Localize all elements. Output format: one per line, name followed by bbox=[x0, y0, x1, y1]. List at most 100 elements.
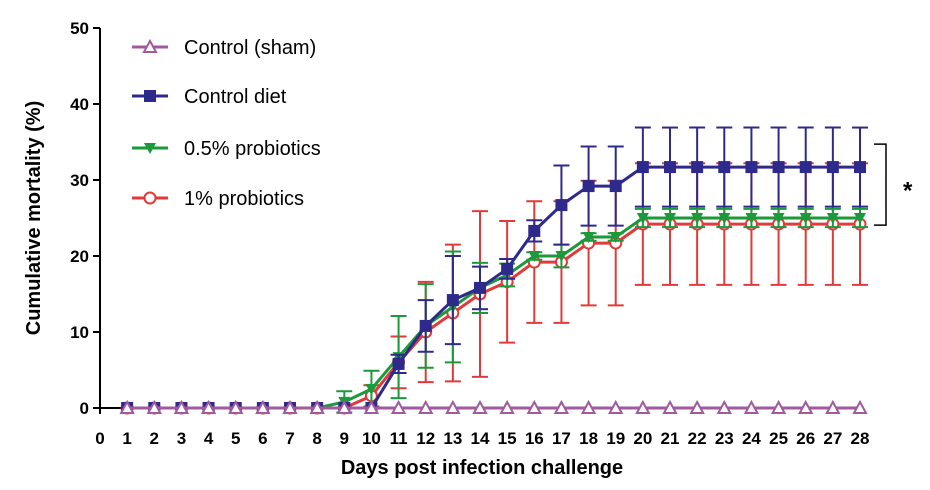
series-layer bbox=[119, 126, 868, 415]
x-tick-label: 14 bbox=[471, 429, 490, 448]
x-tick-label: 12 bbox=[416, 429, 435, 448]
x-tick-label: 18 bbox=[579, 429, 598, 448]
y-tick-label: 50 bbox=[70, 19, 89, 38]
x-tick-label: 19 bbox=[606, 429, 625, 448]
data-point bbox=[445, 399, 461, 414]
data-point bbox=[664, 213, 676, 224]
data-point bbox=[745, 161, 758, 174]
x-tick-label: 16 bbox=[525, 429, 544, 448]
x-axis-title: Days post infection challenge bbox=[341, 457, 623, 479]
data-point bbox=[474, 281, 486, 294]
data-point bbox=[664, 161, 676, 174]
x-tick-label: 15 bbox=[498, 429, 517, 448]
data-point bbox=[528, 251, 541, 262]
x-tick-label: 3 bbox=[177, 429, 186, 448]
legend: Control (sham) Control diet 0.5% probiotic… bbox=[132, 37, 321, 210]
y-axis-title: Cumulative mortality (%) bbox=[23, 101, 45, 335]
data-point bbox=[689, 399, 705, 414]
x-tick-label: 1 bbox=[122, 429, 131, 448]
data-point bbox=[745, 213, 758, 224]
data-point bbox=[716, 399, 732, 414]
data-point bbox=[798, 399, 814, 414]
legend-label: Control diet bbox=[184, 86, 287, 108]
x-tick-label: 5 bbox=[231, 429, 240, 448]
data-point bbox=[691, 161, 704, 174]
data-point bbox=[799, 213, 812, 224]
data-point bbox=[770, 399, 787, 414]
data-point bbox=[173, 399, 190, 414]
data-point bbox=[609, 232, 622, 243]
data-point bbox=[501, 262, 514, 275]
x-tick-label: 24 bbox=[742, 429, 761, 448]
data-point bbox=[825, 399, 841, 414]
series-line bbox=[127, 216, 860, 410]
data-point bbox=[553, 399, 570, 414]
x-tick-label: 10 bbox=[362, 429, 381, 448]
series-control-sham bbox=[119, 399, 868, 414]
x-tick-label: 4 bbox=[204, 429, 214, 448]
data-point bbox=[662, 399, 678, 414]
legend-label: 1% probiotics bbox=[184, 188, 304, 210]
data-point bbox=[799, 161, 812, 174]
data-point bbox=[636, 161, 649, 174]
x-tick-label: 26 bbox=[796, 429, 815, 448]
significance-bracket: * bbox=[874, 143, 913, 226]
data-point bbox=[392, 357, 405, 370]
data-point bbox=[852, 399, 868, 414]
data-point bbox=[228, 399, 244, 414]
y-tick-label: 20 bbox=[70, 247, 89, 266]
data-point bbox=[743, 399, 760, 414]
data-point bbox=[608, 399, 624, 414]
y-tick-label: 10 bbox=[70, 323, 89, 342]
series-line bbox=[127, 222, 860, 410]
legend-swatch-marker bbox=[144, 90, 156, 102]
data-point bbox=[446, 294, 459, 307]
data-point bbox=[555, 199, 568, 212]
legend-item-control-sham: Control (sham) bbox=[132, 37, 316, 59]
series-control-diet bbox=[121, 126, 868, 414]
legend-item-0-5-probiotics: 0.5% probiotics bbox=[132, 138, 321, 160]
data-point bbox=[854, 161, 866, 174]
data-point bbox=[499, 399, 515, 414]
data-point bbox=[200, 399, 217, 414]
y-tick-label: 0 bbox=[80, 399, 89, 418]
data-point bbox=[390, 399, 407, 414]
data-point bbox=[609, 180, 622, 193]
legend-swatch-marker bbox=[143, 191, 157, 205]
legend-swatch-marker bbox=[142, 38, 158, 53]
data-point bbox=[582, 232, 595, 243]
data-point bbox=[472, 399, 488, 414]
data-point bbox=[119, 399, 135, 414]
x-tick-label: 25 bbox=[769, 429, 788, 448]
data-point bbox=[772, 161, 785, 174]
data-point bbox=[146, 399, 162, 414]
data-point bbox=[309, 399, 325, 414]
data-point bbox=[636, 213, 649, 224]
data-point bbox=[635, 399, 651, 414]
x-tick-label: 8 bbox=[312, 429, 321, 448]
data-point bbox=[718, 213, 731, 224]
data-point bbox=[582, 180, 595, 193]
legend-swatch-marker bbox=[144, 143, 156, 154]
bracket-line bbox=[874, 143, 887, 226]
annotation-layer: * bbox=[874, 143, 913, 226]
data-point bbox=[419, 319, 432, 332]
x-tick-label: 21 bbox=[661, 429, 680, 448]
y-tick-label: 30 bbox=[70, 171, 89, 190]
x-tick-label: 27 bbox=[823, 429, 842, 448]
x-tick-label: 17 bbox=[552, 429, 571, 448]
data-point bbox=[526, 399, 542, 414]
data-point bbox=[255, 399, 271, 414]
data-point bbox=[282, 399, 298, 414]
legend-item-control-diet: Control diet bbox=[132, 86, 287, 108]
significance-label: * bbox=[903, 178, 913, 205]
data-point bbox=[691, 213, 704, 224]
x-tick-label: 11 bbox=[390, 429, 408, 448]
data-point bbox=[365, 384, 378, 395]
data-point bbox=[718, 161, 731, 174]
x-tick-label: 6 bbox=[258, 429, 267, 448]
data-point bbox=[826, 213, 839, 224]
data-point bbox=[826, 161, 839, 174]
